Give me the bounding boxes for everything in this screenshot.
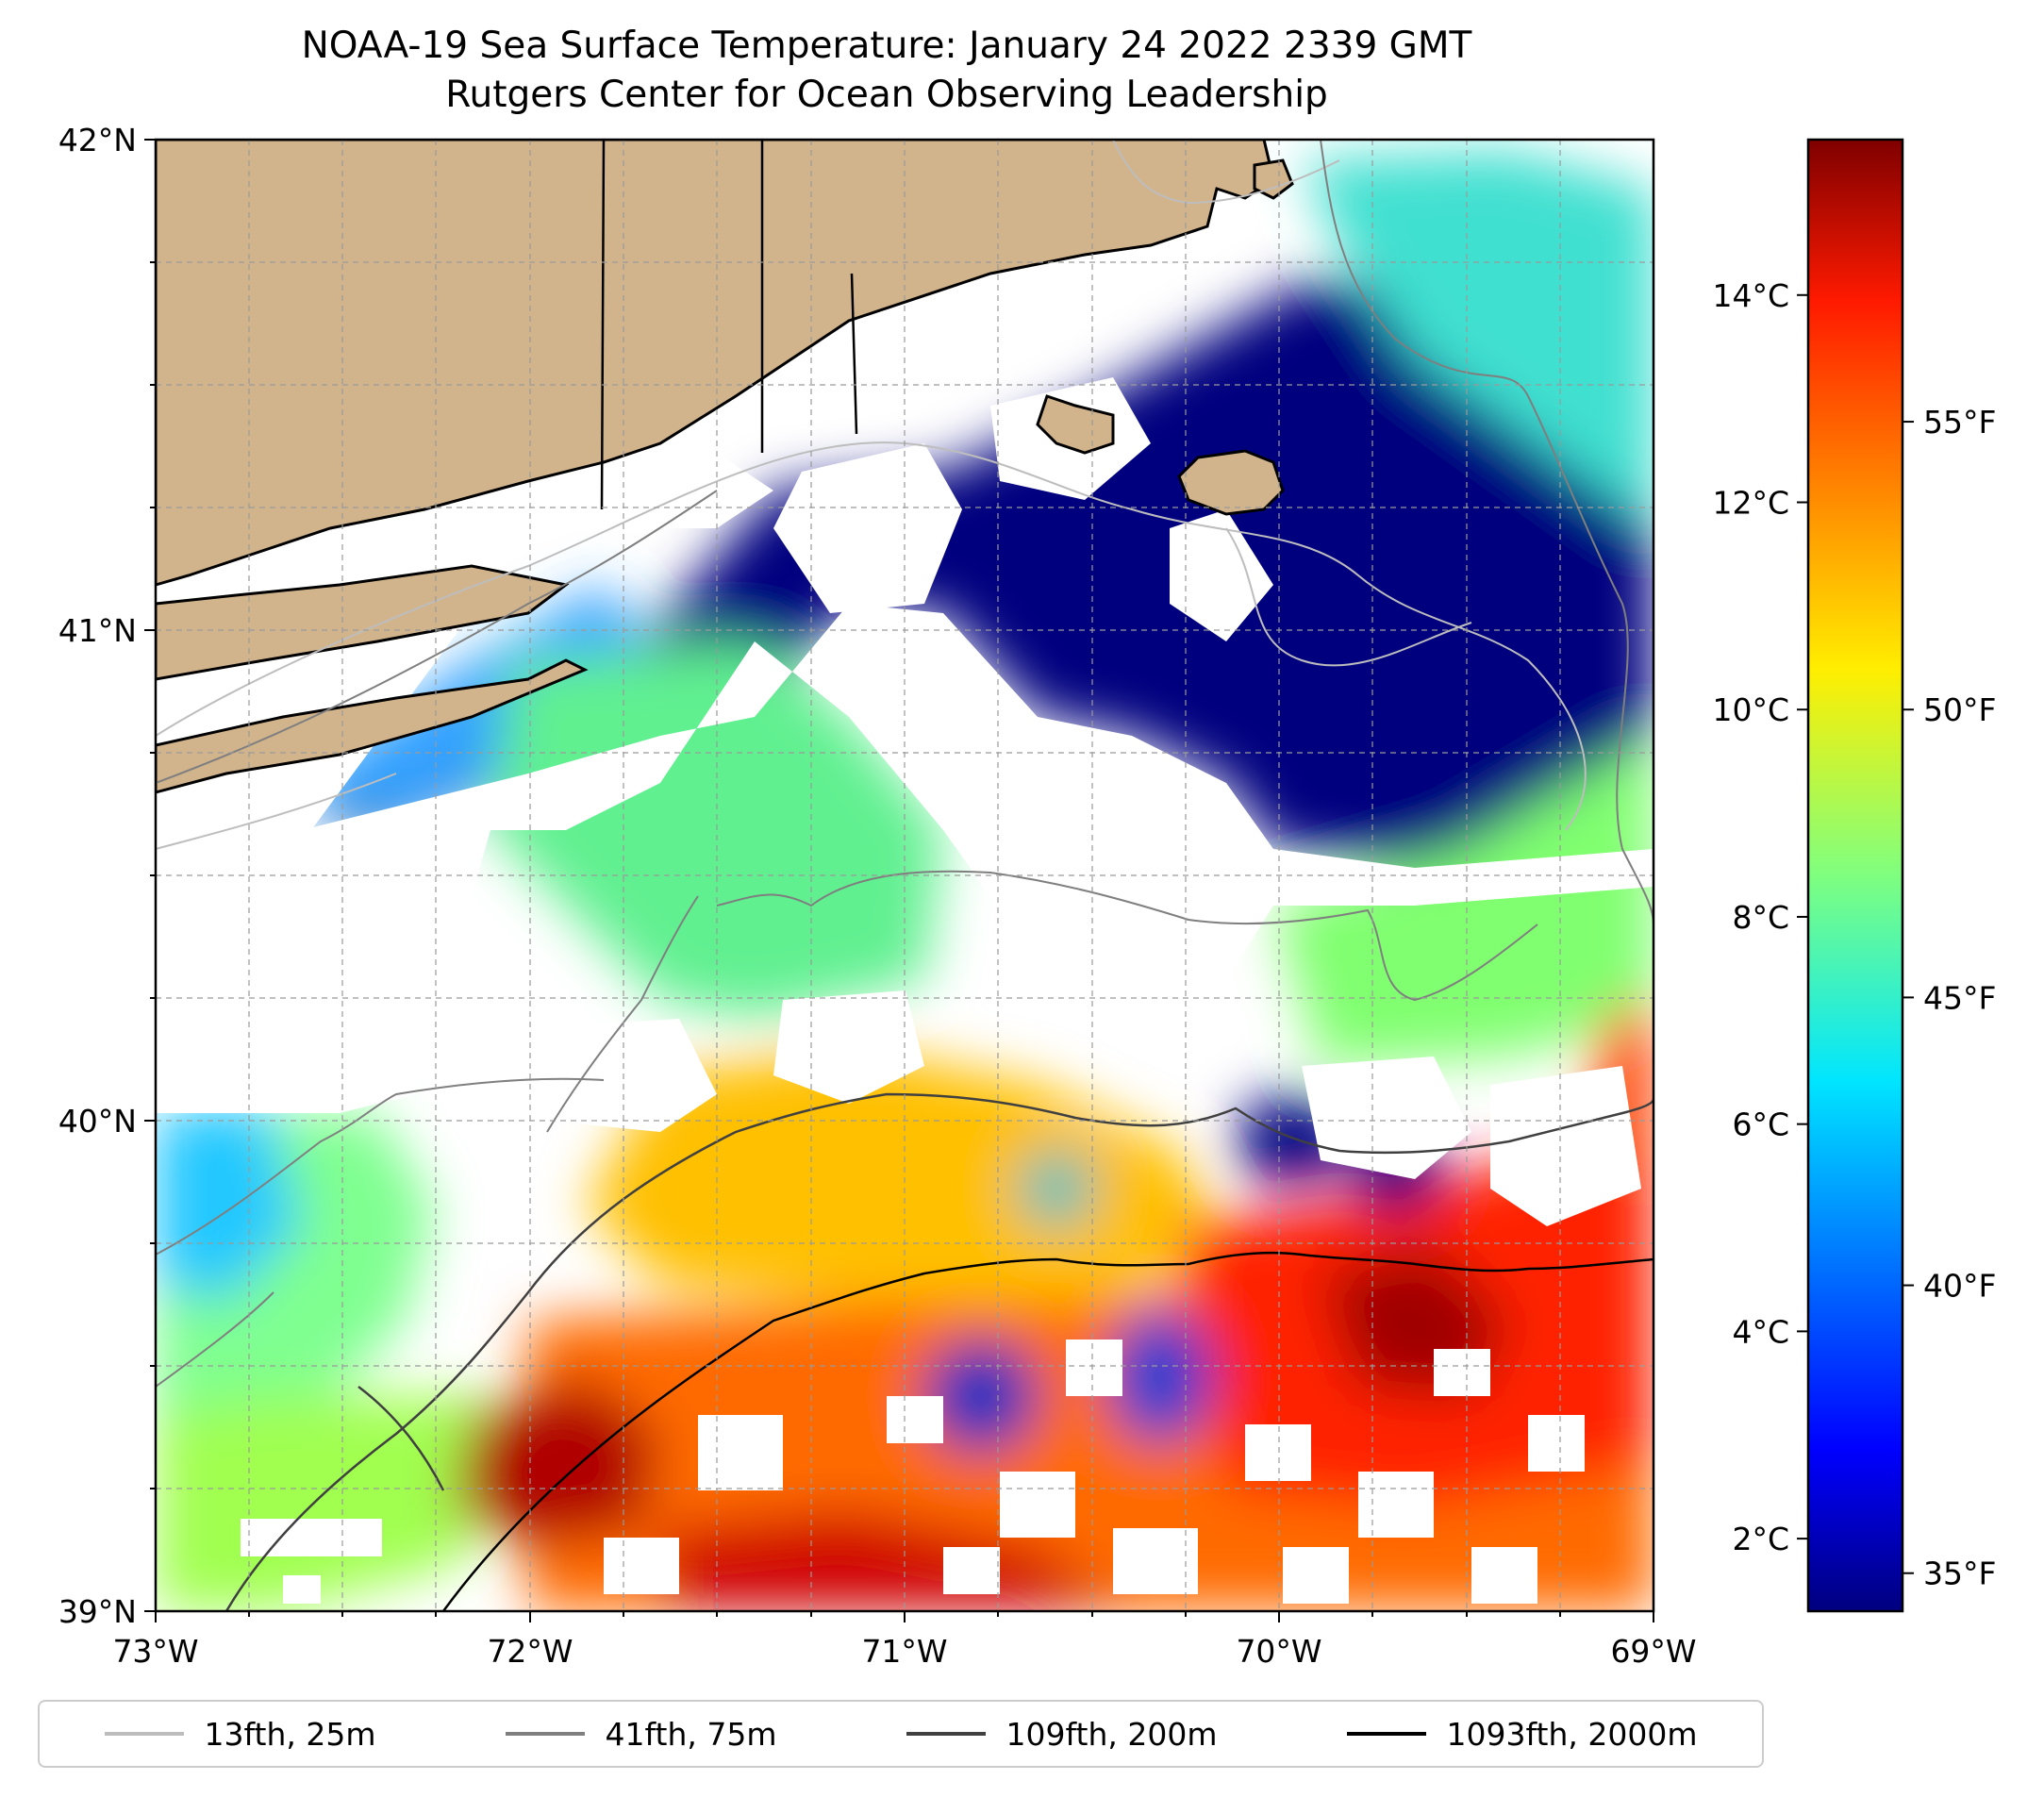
colorbar-celsius-label: 10°C bbox=[1712, 691, 1789, 728]
colorbar-fahrenheit-label: 55°F bbox=[1923, 404, 1996, 441]
legend: 13fth, 25m 41fth, 75m 109fth, 200m 1093f… bbox=[38, 1700, 1764, 1768]
isobath-1093fth bbox=[441, 1251, 1653, 1611]
legend-swatch bbox=[104, 1732, 184, 1736]
colorbar-fahrenheit-label: 40°F bbox=[1923, 1268, 1996, 1305]
y-tick-label: 40°N bbox=[58, 1103, 137, 1140]
legend-item: 41fth, 75m bbox=[505, 1715, 777, 1753]
colorbar: 14°C 12°C 10°C 8°C 6°C 4°C 2°C 55°F 50°F 45°F 40°… bbox=[1712, 138, 1996, 1613]
isobath-109fth bbox=[224, 1092, 1653, 1611]
legend-swatch bbox=[1346, 1732, 1426, 1736]
isobath-13fth bbox=[156, 140, 1587, 850]
colorbar-fahrenheit-label: 35°F bbox=[1923, 1556, 1996, 1592]
plot-area bbox=[156, 140, 1653, 1611]
legend-label: 41fth, 75m bbox=[605, 1715, 777, 1753]
colorbar-celsius-label: 14°C bbox=[1712, 277, 1789, 314]
legend-label: 109fth, 200m bbox=[1005, 1715, 1218, 1753]
x-tick-label: 69°W bbox=[1610, 1633, 1696, 1670]
colorbar-celsius-label: 2°C bbox=[1732, 1521, 1789, 1557]
legend-label: 1093fth, 2000m bbox=[1446, 1715, 1698, 1753]
legend-label: 13fth, 25m bbox=[204, 1715, 376, 1753]
colorbar-celsius-ticks: 14°C 12°C 10°C 8°C 6°C 4°C 2°C bbox=[1712, 277, 1808, 1557]
legend-item: 1093fth, 2000m bbox=[1346, 1715, 1698, 1753]
colorbar-fahrenheit-ticks: 55°F 50°F 45°F 40°F 35°F bbox=[1903, 404, 1996, 1592]
gridlines bbox=[156, 140, 1653, 1611]
land bbox=[156, 140, 1294, 794]
legend-item: 13fth, 25m bbox=[104, 1715, 376, 1753]
colorbar-celsius-label: 6°C bbox=[1732, 1106, 1789, 1143]
y-axis-ticks bbox=[144, 139, 156, 1612]
y-tick-label: 39°N bbox=[58, 1593, 137, 1630]
colorbar-fahrenheit-label: 45°F bbox=[1923, 979, 1996, 1016]
colorbar-celsius-label: 12°C bbox=[1712, 485, 1789, 522]
legend-swatch bbox=[906, 1732, 986, 1736]
chart-subtitle: Rutgers Center for Ocean Observing Leade… bbox=[445, 74, 1328, 116]
legend-swatch bbox=[505, 1732, 585, 1736]
colorbar-fahrenheit-label: 50°F bbox=[1923, 691, 1996, 728]
legend-item: 109fth, 200m bbox=[906, 1716, 1218, 1753]
y-tick-label: 41°N bbox=[58, 612, 137, 649]
colorbar-gradient bbox=[1806, 138, 1904, 1613]
x-tick-label: 71°W bbox=[861, 1633, 947, 1670]
state-borders bbox=[600, 140, 858, 510]
y-tick-label: 42°N bbox=[58, 122, 137, 158]
x-tick-label: 72°W bbox=[487, 1633, 573, 1670]
x-tick-label: 70°W bbox=[1236, 1633, 1321, 1670]
chart-title: NOAA-19 Sea Surface Temperature: January… bbox=[301, 25, 1472, 67]
colorbar-celsius-label: 4°C bbox=[1732, 1313, 1789, 1350]
colorbar-celsius-label: 8°C bbox=[1732, 899, 1789, 936]
x-tick-label: 73°W bbox=[112, 1633, 198, 1670]
x-axis-ticks bbox=[155, 1611, 1654, 1622]
